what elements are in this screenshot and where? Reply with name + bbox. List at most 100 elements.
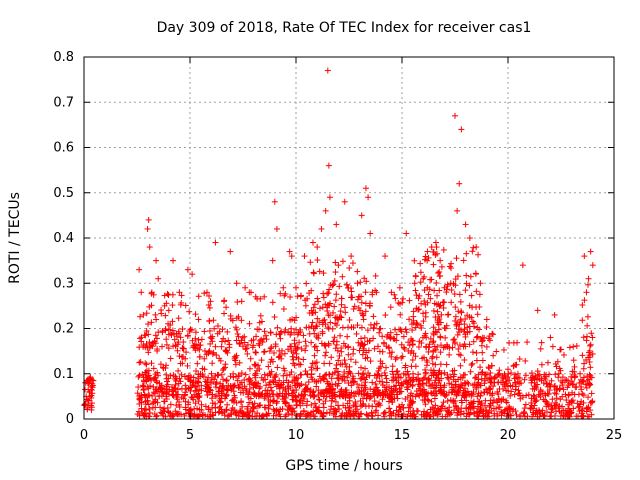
data-point <box>409 378 416 385</box>
data-point <box>541 412 548 419</box>
data-point <box>468 292 475 299</box>
data-point <box>228 411 235 418</box>
data-point <box>380 410 387 417</box>
data-point <box>280 284 287 291</box>
data-point <box>160 398 167 405</box>
data-point <box>470 320 477 327</box>
data-point <box>580 365 587 372</box>
data-point <box>331 303 338 310</box>
data-point <box>469 360 476 367</box>
data-point <box>234 298 241 305</box>
data-point <box>469 404 476 411</box>
data-point <box>192 387 199 394</box>
data-point <box>367 358 374 365</box>
data-point <box>289 353 296 360</box>
data-point <box>432 239 439 246</box>
data-point <box>136 400 143 407</box>
data-point <box>142 398 149 405</box>
data-point <box>448 299 455 306</box>
data-point <box>230 370 237 377</box>
data-point <box>315 396 322 403</box>
data-point <box>332 259 339 266</box>
data-point <box>263 382 270 389</box>
data-point <box>300 356 307 363</box>
data-point <box>504 374 511 381</box>
data-point <box>473 334 480 341</box>
data-point <box>551 311 558 318</box>
data-point <box>347 356 354 363</box>
data-point <box>283 372 290 379</box>
data-point <box>463 405 470 412</box>
data-point <box>584 313 591 320</box>
data-point <box>315 408 322 415</box>
data-point <box>367 393 374 400</box>
data-point <box>463 250 470 257</box>
data-point <box>312 413 319 420</box>
data-point <box>320 413 327 420</box>
data-point <box>469 248 476 255</box>
data-point <box>145 216 152 223</box>
data-point <box>269 299 276 306</box>
data-point <box>367 230 374 237</box>
data-point <box>577 370 584 377</box>
data-point <box>399 401 406 408</box>
data-point <box>267 345 274 352</box>
data-point <box>280 305 287 312</box>
data-point <box>470 338 477 345</box>
data-point <box>233 326 240 333</box>
data-point <box>289 405 296 412</box>
data-point <box>358 299 365 306</box>
data-point <box>457 298 464 305</box>
data-point <box>235 333 242 340</box>
data-point <box>311 352 318 359</box>
data-point <box>450 397 457 404</box>
data-point <box>134 411 141 418</box>
data-point <box>539 407 546 414</box>
data-point <box>361 374 368 381</box>
data-point <box>544 359 551 366</box>
data-point <box>271 397 278 404</box>
data-point <box>298 345 305 352</box>
data-point <box>490 397 497 404</box>
data-point <box>346 265 353 272</box>
data-point <box>536 371 543 378</box>
data-point <box>276 347 283 354</box>
data-point <box>325 162 332 169</box>
data-point <box>494 388 501 395</box>
data-point <box>196 406 203 413</box>
data-point <box>552 371 559 378</box>
y-tick-label: 0.3 <box>53 276 74 291</box>
data-point <box>388 353 395 360</box>
data-point <box>547 334 554 341</box>
data-point <box>560 351 567 358</box>
data-point <box>335 262 342 269</box>
data-point <box>260 349 267 356</box>
data-point <box>190 374 197 381</box>
data-point <box>298 292 305 299</box>
data-point <box>481 380 488 387</box>
data-point <box>426 344 433 351</box>
data-point <box>370 324 377 331</box>
data-point <box>375 412 382 419</box>
data-point <box>475 413 482 420</box>
data-point <box>284 383 291 390</box>
data-point <box>474 333 481 340</box>
data-point <box>286 402 293 409</box>
data-point <box>406 402 413 409</box>
data-point <box>271 408 278 415</box>
data-point <box>358 212 365 219</box>
data-point <box>439 403 446 410</box>
data-point <box>242 284 249 291</box>
data-point <box>587 381 594 388</box>
data-point <box>154 399 161 406</box>
data-point <box>88 394 95 401</box>
data-point <box>268 344 275 351</box>
data-point <box>516 356 523 363</box>
data-point <box>337 308 344 315</box>
data-point <box>436 287 443 294</box>
data-point <box>422 401 429 408</box>
data-point <box>323 349 330 356</box>
data-point <box>477 405 484 412</box>
data-point <box>308 366 315 373</box>
data-point <box>362 185 369 192</box>
